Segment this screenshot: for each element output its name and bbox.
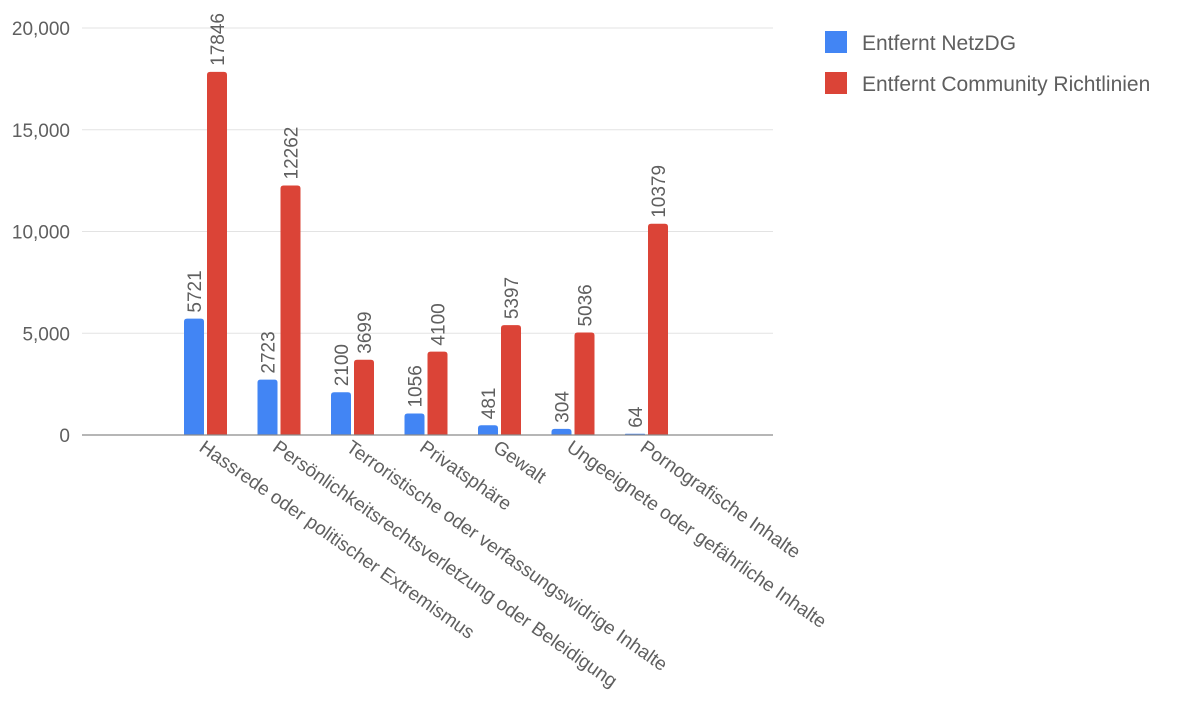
bar-community-richtlinien <box>354 359 374 435</box>
bar-netzdg <box>184 318 204 435</box>
data-label-netzdg: 481 <box>479 388 500 420</box>
data-label-community-richtlinien: 5036 <box>576 284 597 326</box>
bar-netzdg <box>331 392 351 435</box>
x-category-label: Persönlichkeitsrechtsverletzung oder Bel… <box>269 437 621 692</box>
bar-community-richtlinien <box>501 325 521 435</box>
bars-layer <box>184 71 668 436</box>
data-label-community-richtlinien: 10379 <box>649 165 670 218</box>
y-tick-label: 10,000 <box>12 223 70 244</box>
legend-swatch <box>825 31 847 53</box>
x-category-label: Ungeeignete oder gefährliche Inhalte <box>563 437 830 633</box>
y-tick-label: 20,000 <box>12 19 70 40</box>
bar-community-richtlinien <box>427 351 448 435</box>
data-label-community-richtlinien: 12262 <box>282 127 303 180</box>
data-label-community-richtlinien: 5397 <box>502 277 523 319</box>
x-category-label: Gewalt <box>489 437 550 489</box>
data-label-netzdg: 1056 <box>406 365 427 407</box>
legend-swatch <box>825 72 847 94</box>
data-label-netzdg: 5721 <box>185 270 206 312</box>
bar-community-richtlinien <box>207 71 227 436</box>
data-label-community-richtlinien: 3699 <box>355 311 376 353</box>
data-label-community-richtlinien: 17846 <box>208 13 229 66</box>
data-label-netzdg: 2100 <box>332 344 353 386</box>
data-label-community-richtlinien: 4100 <box>429 303 450 345</box>
bar-community-richtlinien <box>280 185 301 435</box>
bar-netzdg <box>478 425 498 435</box>
data-label-netzdg: 2723 <box>259 331 280 373</box>
legend-label: Entfernt Community Richtlinien <box>862 73 1150 96</box>
bar-community-richtlinien <box>648 223 668 435</box>
y-tick-label: 5,000 <box>22 324 70 345</box>
y-tick-label: 15,000 <box>12 121 70 142</box>
legend: Entfernt NetzDG Entfernt Community Richtl… <box>825 31 1150 96</box>
bar-community-richtlinien <box>574 332 595 435</box>
y-tick-label: 0 <box>59 426 70 447</box>
data-label-netzdg: 304 <box>553 391 574 423</box>
data-label-netzdg: 64 <box>626 406 647 428</box>
bar-netzdg <box>551 428 572 435</box>
bar-netzdg <box>257 379 278 435</box>
legend-label: Entfernt NetzDG <box>862 32 1016 55</box>
bar-netzdg <box>404 413 425 435</box>
